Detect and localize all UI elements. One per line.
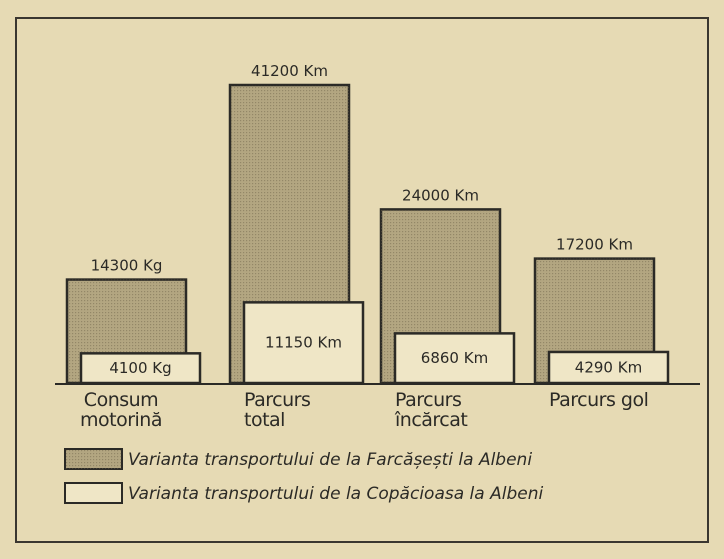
value-label: 4100 Kg	[109, 359, 171, 377]
legend-label: Varianta transportului de la Copăcioasa …	[128, 484, 543, 504]
value-label: 24000 Km	[402, 186, 479, 204]
frame	[15, 17, 709, 543]
value-label: 17200 Km	[556, 236, 633, 254]
legend-label: Varianta transportului de la Farcășești …	[128, 450, 532, 470]
category-label: Parcurs gol	[549, 389, 649, 411]
bar	[79, 352, 202, 385]
value-label: 4290 Km	[575, 358, 642, 376]
value-label: 11150 Km	[265, 334, 342, 352]
category-label: Parcurs încărcat	[395, 389, 468, 431]
bar	[393, 332, 516, 385]
category-label: Parcurs total	[244, 389, 311, 431]
category-label: Consum motorină	[80, 389, 162, 431]
legend-swatch	[64, 482, 123, 504]
bar	[547, 350, 670, 385]
value-label: 6860 Km	[421, 349, 488, 367]
value-label: 41200 Km	[251, 62, 328, 80]
value-label: 14300 Kg	[91, 257, 163, 275]
legend-texture	[65, 449, 122, 469]
bar	[242, 301, 365, 385]
